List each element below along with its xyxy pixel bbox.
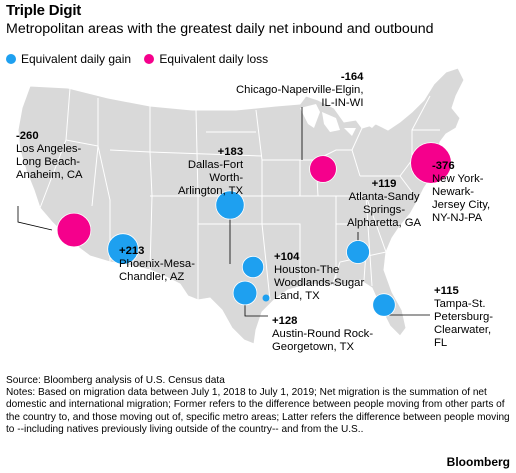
bloomberg-logo: Bloomberg [446,455,510,469]
great-lakes [300,104,378,136]
label-atlanta: +119 Atlanta-Sandy Springs- Alpharetta, G… [347,178,421,230]
name-dallas: Dallas-Fort Worth- Arlington, TX [178,159,244,197]
bubble-tampa [372,293,396,317]
value-chicago: -164 [340,71,364,83]
value-houston: +104 [274,251,300,263]
legend-gain-label: Equivalent daily gain [21,52,132,66]
name-phoenix: Phoenix-Mesa- Chandler, AZ [119,258,195,283]
name-atlanta: Atlanta-Sandy Springs- Alpharetta, GA [347,191,422,229]
label-austin: +128 Austin-Round Rock- Georgetown, TX [272,315,373,354]
label-houston: +104 Houston-The Woodlands-Sugar Land, TX [274,251,364,303]
bubble-atlanta [346,240,370,264]
loss-dot-icon [144,54,155,64]
bubble-houston [241,255,265,279]
value-tampa: +115 [434,285,459,297]
label-losangeles: -260 Los Angeles- Long Beach- Anaheim, CA [16,130,83,182]
legend-gain: Equivalent daily gain [6,52,131,66]
name-newyork: New York- Newark- Jersey City, NY-NJ-PA [432,173,491,224]
label-chicago: -164 Chicago-Naperville-Elgin, IL-IN-WI [236,71,363,110]
value-austin: +128 [272,315,298,327]
source-text: Source: Bloomberg analysis of U.S. Censu… [6,375,225,386]
metro-bubbles [56,142,452,317]
bubble-austin [232,280,258,306]
value-phoenix: +213 [119,245,145,257]
value-atlanta: +119 [371,178,397,190]
bubble-dallas [215,190,245,220]
gain-dot-icon [6,54,16,64]
bubble-losangeles [56,212,92,248]
name-austin: Austin-Round Rock- Georgetown, TX [272,328,374,353]
legend: Equivalent daily gain Equivalent daily l… [6,52,278,67]
name-tampa: Tampa-St. Petersburg- Clearwater, FL [434,298,494,349]
footer: Source: Bloomberg analysis of U.S. Censu… [6,375,511,436]
name-chicago: Chicago-Naperville-Elgin, IL-IN-WI [236,84,364,109]
bubble-phoenix [107,233,139,265]
label-phoenix: +213 Phoenix-Mesa- Chandler, AZ [119,245,195,284]
bubble-newyork [410,142,452,184]
name-houston: Houston-The Woodlands-Sugar Land, TX [274,264,365,302]
label-newyork: -376 New York- Newark- Jersey City, NY-NJ… [432,160,490,225]
notes-text: Notes: Based on migration data between J… [6,387,510,435]
legend-loss: Equivalent daily loss [144,52,268,66]
bubble-extra [262,294,270,302]
bubble-chicago [309,155,337,183]
leader-losangeles [17,206,53,231]
value-dallas: +183 [217,146,244,158]
label-dallas: +183 Dallas-Fort Worth- Arlington, TX [178,146,243,198]
state-borders [39,87,440,301]
legend-loss-label: Equivalent daily loss [159,52,269,66]
label-tampa: +115 Tampa-St. Petersburg- Clearwater, FL [434,285,493,350]
chart-subtitle: Metropolitan areas with the greatest dai… [6,21,434,37]
name-losangeles: Los Angeles- Long Beach- Anaheim, CA [16,143,83,181]
value-losangeles: -260 [16,130,39,142]
chart-title: Triple Digit [6,2,82,19]
value-newyork: -376 [432,160,455,172]
